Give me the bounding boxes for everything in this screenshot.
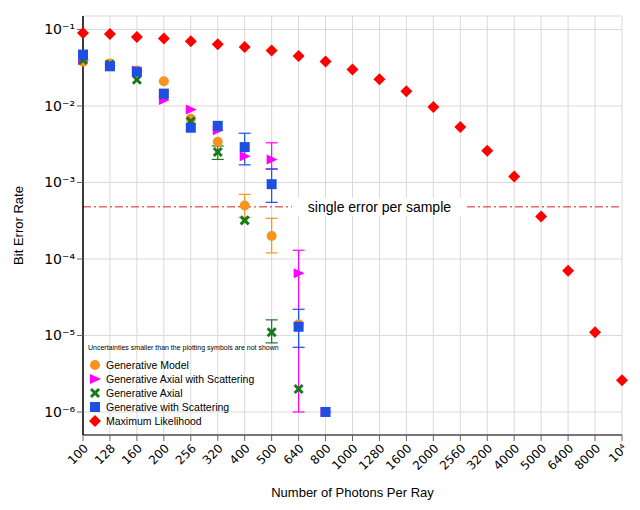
svg-text:10⁻⁴: 10⁻⁴ bbox=[44, 251, 75, 267]
svg-text:4000: 4000 bbox=[491, 441, 522, 472]
html-text:Uncertainties smaller than the: Uncertainties smaller than the plotting … bbox=[88, 344, 279, 351]
svg-text:8000: 8000 bbox=[572, 441, 603, 472]
svg-text:2560: 2560 bbox=[437, 441, 468, 472]
svg-text:100: 100 bbox=[65, 441, 91, 467]
svg-text:10⁻³: 10⁻³ bbox=[44, 174, 75, 190]
html-text:Maximum Likelihood: Maximum Likelihood bbox=[106, 415, 202, 427]
svg-text:2000: 2000 bbox=[410, 441, 441, 472]
svg-text:1600: 1600 bbox=[383, 441, 414, 472]
svg-text:Number of Photons Per Ray: Number of Photons Per Ray bbox=[271, 485, 434, 500]
svg-text:500: 500 bbox=[254, 441, 280, 467]
svg-text:200: 200 bbox=[146, 441, 172, 467]
svg-text:Bit Error Rate: Bit Error Rate bbox=[11, 186, 26, 265]
svg-text:320: 320 bbox=[200, 441, 226, 467]
svg-text:1280: 1280 bbox=[356, 441, 387, 472]
html-text:Generative Model: Generative Model bbox=[106, 359, 189, 371]
svg-text:800: 800 bbox=[307, 441, 334, 468]
svg-text:10⁴: 10⁴ bbox=[606, 441, 630, 465]
svg-text:1000: 1000 bbox=[329, 441, 360, 472]
svg-text:3200: 3200 bbox=[464, 441, 495, 472]
svg-text:10⁻⁶: 10⁻⁶ bbox=[44, 404, 75, 420]
svg-text:single error per sample: single error per sample bbox=[308, 199, 451, 215]
svg-text:400: 400 bbox=[227, 441, 253, 467]
svg-text:128: 128 bbox=[92, 441, 118, 467]
svg-text:6400: 6400 bbox=[545, 441, 576, 472]
html-text:Generative with Scattering: Generative with Scattering bbox=[106, 401, 230, 413]
svg-text:10⁻⁵: 10⁻⁵ bbox=[44, 327, 75, 343]
svg-text:640: 640 bbox=[281, 441, 307, 467]
svg-text:5000: 5000 bbox=[518, 441, 549, 472]
html-text:Generative Axial: Generative Axial bbox=[106, 387, 183, 399]
html-text:Generative Axial with Scatteri: Generative Axial with Scattering bbox=[106, 373, 255, 385]
svg-text:256: 256 bbox=[173, 441, 199, 467]
svg-text:10⁻¹: 10⁻¹ bbox=[44, 21, 75, 37]
svg-text:160: 160 bbox=[119, 441, 145, 467]
svg-text:10⁻²: 10⁻² bbox=[44, 98, 75, 114]
